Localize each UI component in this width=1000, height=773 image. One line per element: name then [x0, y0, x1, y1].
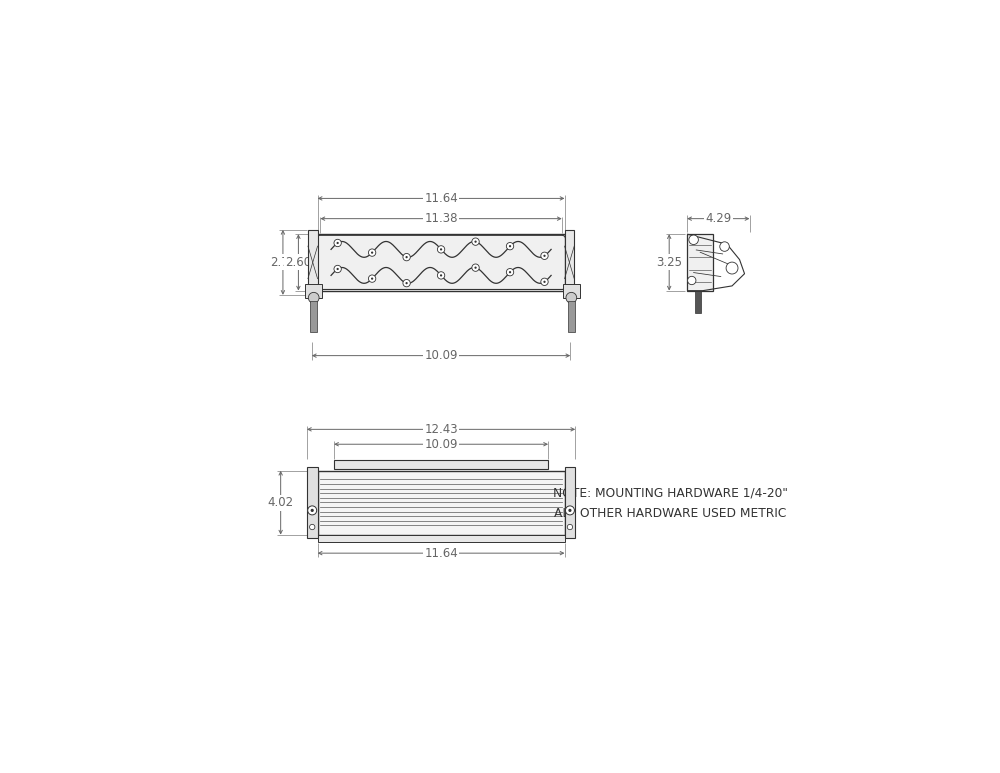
Text: 10.09: 10.09	[424, 438, 458, 451]
Circle shape	[371, 251, 373, 254]
Text: 2.60: 2.60	[285, 256, 311, 269]
Circle shape	[405, 256, 408, 258]
Bar	[305, 284, 322, 298]
Bar	[318, 535, 565, 542]
Circle shape	[565, 506, 574, 515]
Text: NOTE: MOUNTING HARDWARE 1/4-20"
ALL OTHER HARDWARE USED METRIC: NOTE: MOUNTING HARDWARE 1/4-20" ALL OTHE…	[553, 487, 788, 520]
Circle shape	[541, 252, 548, 260]
Bar	[318, 234, 565, 291]
Bar	[334, 460, 548, 469]
Bar	[568, 301, 575, 332]
Bar	[307, 467, 318, 538]
Circle shape	[472, 264, 479, 271]
Bar	[565, 230, 574, 295]
Circle shape	[474, 267, 477, 269]
Circle shape	[405, 282, 408, 284]
Bar	[318, 471, 565, 535]
Circle shape	[334, 265, 341, 273]
Circle shape	[541, 278, 548, 285]
Circle shape	[437, 246, 445, 253]
Circle shape	[726, 262, 738, 274]
Circle shape	[566, 292, 577, 303]
Circle shape	[311, 509, 314, 512]
Text: 11.38: 11.38	[424, 212, 458, 225]
Circle shape	[474, 240, 477, 243]
Bar	[687, 234, 713, 291]
Circle shape	[334, 240, 341, 247]
Text: 2.75: 2.75	[270, 256, 296, 269]
Text: 11.64: 11.64	[424, 547, 458, 560]
Circle shape	[368, 275, 376, 282]
Circle shape	[509, 245, 511, 247]
Circle shape	[437, 272, 445, 279]
Circle shape	[310, 524, 315, 530]
Text: 4.02: 4.02	[268, 496, 294, 509]
Circle shape	[543, 281, 546, 283]
Circle shape	[403, 254, 410, 261]
Circle shape	[371, 278, 373, 280]
Circle shape	[308, 506, 317, 515]
Circle shape	[720, 242, 729, 251]
Circle shape	[506, 268, 514, 276]
Circle shape	[472, 238, 479, 245]
Text: 3.25: 3.25	[656, 256, 682, 269]
Circle shape	[543, 254, 546, 257]
Text: 11.64: 11.64	[424, 192, 458, 205]
Circle shape	[440, 274, 442, 277]
Bar	[308, 230, 318, 295]
Bar	[695, 291, 701, 313]
Circle shape	[506, 243, 514, 250]
Circle shape	[689, 235, 698, 244]
Text: 10.09: 10.09	[424, 349, 458, 362]
Circle shape	[568, 509, 572, 512]
Circle shape	[403, 280, 410, 287]
Circle shape	[337, 242, 339, 244]
Bar	[310, 301, 317, 332]
Circle shape	[509, 271, 511, 274]
Bar	[565, 467, 575, 538]
Bar	[563, 284, 580, 298]
Text: 12.43: 12.43	[424, 423, 458, 436]
Circle shape	[308, 292, 319, 303]
Circle shape	[337, 268, 339, 270]
FancyBboxPatch shape	[317, 235, 565, 289]
Circle shape	[567, 524, 573, 530]
Circle shape	[688, 276, 696, 284]
Circle shape	[368, 249, 376, 257]
Text: 4.29: 4.29	[705, 212, 731, 225]
Circle shape	[440, 248, 442, 250]
